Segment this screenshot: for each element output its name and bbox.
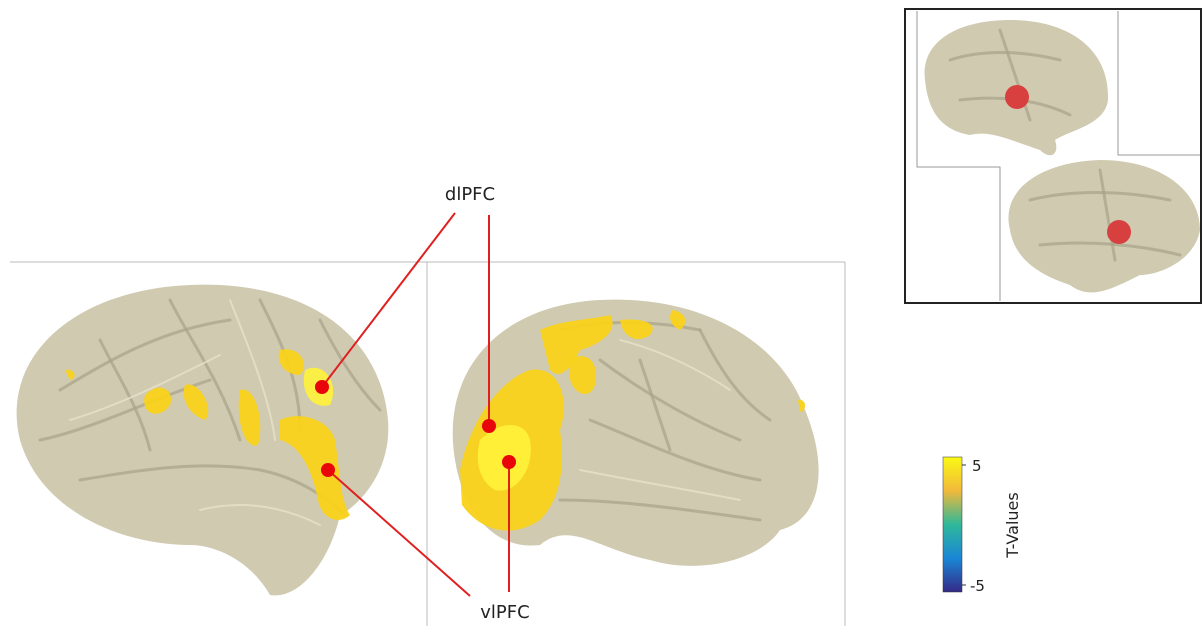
region-label: vlPFC xyxy=(480,602,529,623)
right-hemisphere xyxy=(452,299,819,566)
panel-frame xyxy=(10,261,846,626)
colorbar xyxy=(942,456,966,593)
inset xyxy=(904,8,1202,304)
region-label: dlPFC xyxy=(445,184,495,205)
colorbar-tick-label: 5 xyxy=(972,457,982,475)
colorbar-label: T-Values xyxy=(1003,492,1022,558)
colorbar-tick-label: -5 xyxy=(970,577,985,595)
left-hemisphere xyxy=(16,284,389,596)
leader-lines xyxy=(315,212,516,597)
